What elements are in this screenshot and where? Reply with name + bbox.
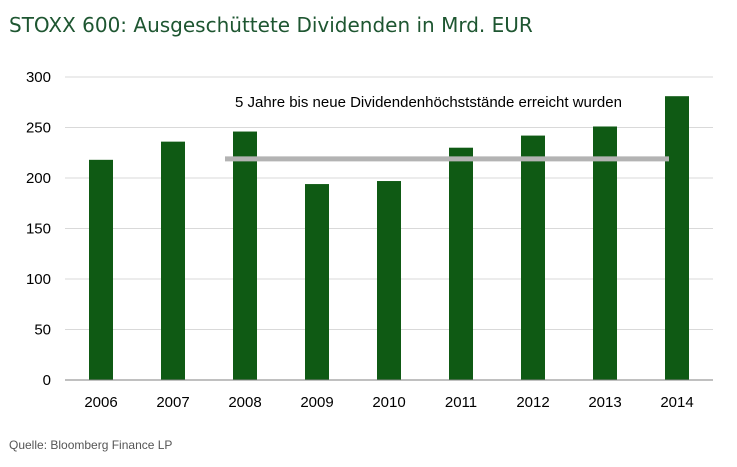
y-tick-label: 150	[26, 221, 51, 238]
annotation-text: 5 Jahre bis neue Dividendenhöchststände …	[235, 94, 622, 111]
bar-2006	[89, 159, 113, 380]
bars	[89, 96, 689, 381]
x-tick-label: 2010	[372, 394, 405, 411]
y-tick-label: 250	[26, 120, 51, 137]
y-tick-label: 50	[34, 322, 51, 339]
bar-2008	[233, 131, 257, 380]
x-tick-label: 2009	[300, 394, 333, 411]
chart-title: STOXX 600: Ausgeschüttete Dividenden in …	[9, 13, 533, 37]
source-note: Quelle: Bloomberg Finance LP	[9, 438, 173, 452]
bar-2010	[377, 181, 401, 380]
x-tick-label: 2011	[445, 394, 477, 411]
bar-2011	[449, 147, 473, 380]
bar-2009	[305, 184, 329, 380]
x-axis-tick-labels: 2006 2007 2008 2009 2010 2011 2012 2013 2014	[84, 394, 693, 411]
bar-2007	[161, 141, 185, 380]
x-tick-label: 2014	[660, 394, 693, 411]
x-tick-label: 2013	[588, 394, 621, 411]
y-tick-label: 0	[43, 372, 51, 389]
x-tick-label: 2007	[156, 394, 189, 411]
bar-2014	[665, 96, 689, 380]
y-tick-label: 200	[26, 170, 51, 187]
x-tick-label: 2012	[516, 394, 549, 411]
x-tick-label: 2006	[84, 394, 117, 411]
y-tick-label: 100	[26, 271, 51, 288]
bar-2012	[521, 135, 545, 380]
bar-2013	[593, 126, 617, 381]
y-axis-tick-labels: 0 50 100 150 200 250 300	[26, 69, 51, 389]
y-tick-label: 300	[26, 69, 51, 86]
x-tick-label: 2008	[228, 394, 261, 411]
